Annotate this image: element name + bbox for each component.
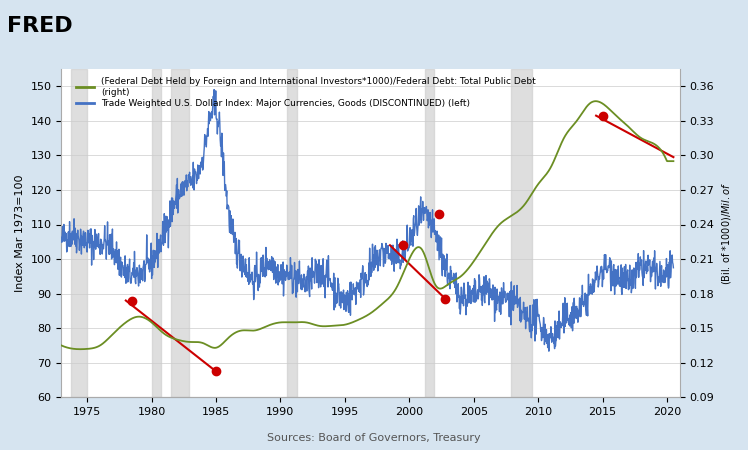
Text: FRED: FRED <box>7 15 73 36</box>
Y-axis label: (Bil. of $*1000)/Mil. of $: (Bil. of $*1000)/Mil. of $ <box>720 182 733 284</box>
Bar <box>152 69 162 397</box>
Bar <box>287 69 297 397</box>
Bar <box>425 69 434 397</box>
Y-axis label: Index Mar 1973=100: Index Mar 1973=100 <box>15 175 25 292</box>
Bar <box>511 69 532 397</box>
Bar <box>71 69 88 397</box>
Bar <box>171 69 189 397</box>
Text: Sources: Board of Governors, Treasury: Sources: Board of Governors, Treasury <box>267 433 481 443</box>
Legend: (Federal Debt Held by Foreign and International Investors*1000)/Federal Debt: To: (Federal Debt Held by Foreign and Intern… <box>72 73 539 112</box>
